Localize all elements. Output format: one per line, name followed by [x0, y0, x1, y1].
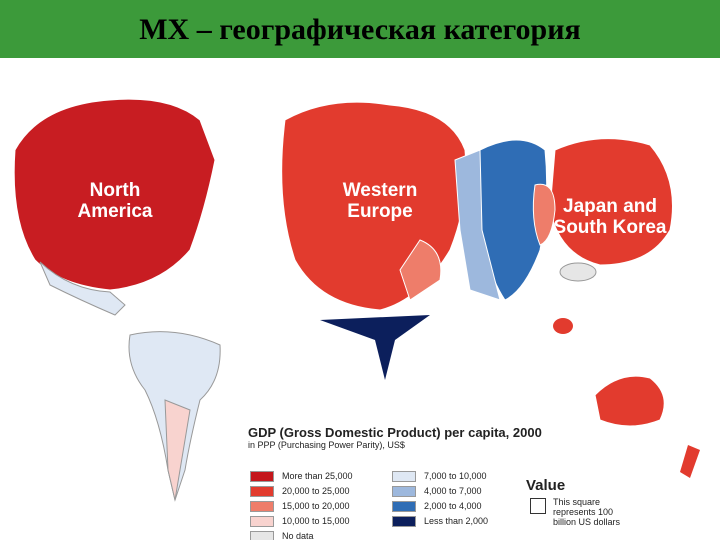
legend-swatch	[392, 486, 416, 498]
legend-swatch	[250, 516, 274, 528]
legend-swatch	[250, 501, 274, 513]
value-note: This square represents 100 billion US do…	[553, 497, 621, 527]
legend-label: More than 25,000	[282, 471, 353, 481]
asia-light	[454, 149, 501, 301]
legend-label: 15,000 to 20,000	[282, 501, 350, 511]
slide-title: МХ – географическая категория	[0, 0, 720, 58]
legend-swatch	[250, 531, 274, 540]
legend-item: 10,000 to 15,000	[250, 515, 350, 528]
east-europe	[399, 239, 442, 301]
africa-strip	[320, 315, 430, 380]
legend-label: 2,000 to 4,000	[424, 501, 482, 511]
new-zealand	[680, 445, 700, 478]
legend: GDP (Gross Domestic Product) per capita,…	[248, 425, 718, 540]
legend-swatch	[250, 471, 274, 483]
singapore	[553, 318, 573, 334]
region-label: North America	[77, 180, 153, 222]
no-data-region	[559, 262, 597, 282]
legend-swatch	[392, 501, 416, 513]
legend-label: 10,000 to 15,000	[282, 516, 350, 526]
legend-item: 4,000 to 7,000	[392, 485, 482, 498]
legend-subtitle: in PPP (Purchasing Power Parity), US$	[248, 440, 405, 450]
japan-korea	[549, 138, 673, 266]
legend-item: No data	[250, 530, 314, 540]
legend-label: 20,000 to 25,000	[282, 486, 350, 496]
legend-label: Less than 2,000	[424, 516, 489, 526]
australia	[594, 375, 665, 427]
legend-label: 4,000 to 7,000	[424, 486, 482, 496]
region-label: Japan and South Korea	[553, 196, 667, 238]
legend-title: GDP (Gross Domestic Product) per capita,…	[248, 425, 542, 440]
north-america	[13, 98, 216, 291]
value-title: Value	[526, 477, 566, 494]
south-america-south	[164, 399, 191, 501]
region-label: Western Europe	[342, 180, 418, 222]
value-square	[530, 498, 546, 514]
legend-item: 15,000 to 20,000	[250, 500, 350, 513]
legend-label: 7,000 to 10,000	[424, 471, 487, 481]
mexico	[39, 261, 126, 316]
legend-item: More than 25,000	[250, 470, 353, 483]
legend-item: Less than 2,000	[392, 515, 489, 528]
legend-swatch	[392, 471, 416, 483]
legend-label: No data	[282, 531, 314, 540]
legend-item: 7,000 to 10,000	[392, 470, 487, 483]
legend-item: 2,000 to 4,000	[392, 500, 482, 513]
legend-item: 20,000 to 25,000	[250, 485, 350, 498]
legend-swatch	[392, 516, 416, 528]
korea	[532, 183, 556, 246]
legend-swatch	[250, 486, 274, 498]
